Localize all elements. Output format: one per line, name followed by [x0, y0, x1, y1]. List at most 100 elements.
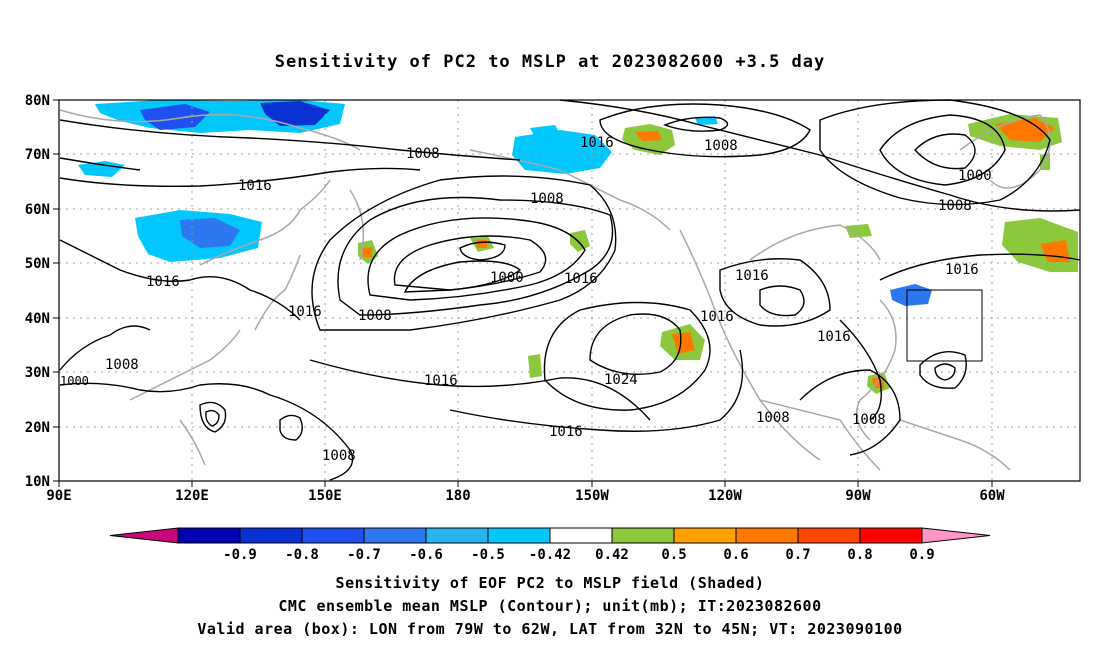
colorbar-tick-label: 0.5: [661, 547, 686, 563]
contour-1000-aleutian-inner: [459, 241, 506, 261]
contour-label: 1008: [704, 138, 738, 154]
positive-region-midpacific: [528, 354, 542, 378]
contour-label: 1000: [958, 168, 992, 184]
negative-core-china: [180, 218, 240, 248]
colorbar: [109, 527, 991, 544]
contour-1000-aleutian: [403, 260, 522, 293]
positive-core-greenland: [995, 118, 1055, 142]
negative-region-beaufort: [695, 116, 718, 125]
colorbar-bin: [549, 527, 613, 544]
colorbar-bin: [611, 527, 675, 544]
negative-region-alaska: [512, 130, 612, 174]
colorbar-tick-label: 0.6: [723, 547, 748, 563]
coastline-westcoast-na: [679, 229, 821, 461]
lat-label: 40N: [25, 311, 50, 327]
colorbar-tick-label: 0.42: [595, 547, 629, 563]
negative-region-alaska-north: [530, 125, 560, 137]
mslp-contours: [59, 99, 1081, 481]
contour-1000-greenland-inner: [914, 133, 976, 170]
contour-1020-atlantic-high: [919, 351, 967, 389]
coastline-greenland: [959, 114, 1051, 189]
colorbar-tick-label: -0.5: [471, 547, 505, 563]
coastline-hudson: [749, 224, 881, 261]
contour-label: 1016: [945, 262, 979, 278]
positive-core-bering: [476, 240, 487, 248]
contour-label: 1000: [60, 374, 89, 388]
lon-label: 120E: [175, 488, 209, 504]
contour-1016-west-asia: [59, 239, 301, 321]
colorbar-bin: [363, 527, 427, 544]
contour-label: 1016: [700, 309, 734, 325]
contour-1020-high-outer: [543, 301, 711, 411]
contour-1016-arctic-inner: [663, 116, 729, 132]
caption-contour: CMC ensemble mean MSLP (Contour); unit(m…: [278, 597, 822, 615]
contour-label: 1016: [424, 373, 458, 389]
contour-label: 1000: [490, 270, 524, 286]
coastline-mexico: [759, 399, 881, 471]
negative-region-newengland: [890, 284, 932, 306]
colorbar-bin: [425, 527, 489, 544]
coastline-caribbean: [899, 419, 1011, 471]
contour-1008-mexico: [799, 369, 901, 456]
colorbar-tick-label: 0.7: [785, 547, 810, 563]
contour-label: 1008: [406, 146, 440, 162]
contour-label: 1016: [564, 271, 598, 287]
positive-core-arctic: [635, 131, 662, 141]
contour-1000-greenland-low: [879, 114, 1006, 186]
lon-label: 60W: [979, 488, 1005, 504]
lon-label: 90W: [845, 488, 871, 504]
lon-label: 180: [445, 488, 470, 504]
colorbar-bin: [859, 527, 923, 544]
contour-1016-atlantic: [879, 253, 1081, 281]
sensitivity-shading: [78, 100, 1078, 394]
colorbar-labels: -0.9 -0.8 -0.7 -0.6 -0.5 -0.42 0.42 0.5 0.6 0.7 0.…: [223, 547, 935, 563]
lat-label: 20N: [25, 420, 50, 436]
lon-label: 150E: [308, 488, 342, 504]
contour-1008-greenland-outer: [819, 99, 1051, 206]
lat-label: 60N: [25, 202, 50, 218]
contour-label: 1008: [938, 198, 972, 214]
map-frame: [58, 99, 1081, 482]
lat-label: 80N: [25, 93, 50, 109]
contour-1008-aleutian-outer: [337, 196, 614, 316]
contour-label: 1016: [146, 274, 180, 290]
contour-1016-south-pacific: [449, 349, 744, 432]
gridlines: [59, 100, 1080, 481]
contour-1016-na-high: [719, 258, 831, 327]
positive-region-gulf-alaska: [570, 230, 590, 252]
contour-1024-atlantic-high: [934, 363, 956, 381]
contour-1008-india: [59, 325, 151, 371]
negative-region-okhotsk-north: [78, 161, 125, 177]
colorbar-tick-label: -0.8: [285, 547, 319, 563]
colorbar-bin: [735, 527, 799, 544]
contour-label: 1016: [580, 135, 614, 151]
colorbar-tick-label: 0.8: [847, 547, 872, 563]
colorbar-tick-label: -0.9: [223, 547, 257, 563]
coastlines: [59, 109, 1051, 471]
contour-1016-east-na: [839, 319, 882, 421]
contour-1016-pacific-high: [309, 359, 651, 421]
contour-1008-scs: [59, 382, 354, 481]
negative-core-siberia-west: [140, 104, 210, 130]
contour-label: 1024: [604, 372, 638, 388]
lon-label: 150W: [575, 488, 609, 504]
colorbar-tick-label: -0.42: [529, 547, 571, 563]
coastline-philippines: [179, 419, 206, 466]
coastline-japan: [254, 254, 301, 331]
lat-label: 30N: [25, 365, 50, 381]
lat-label: 10N: [25, 474, 50, 490]
contour-label: 1008: [105, 357, 139, 373]
contour-label: 1008: [530, 191, 564, 207]
lon-label: 90E: [46, 488, 71, 504]
colorbar-high-extend: [921, 527, 991, 544]
contour-label: 1008: [756, 410, 790, 426]
contour-1004-aleutian: [393, 235, 547, 291]
coastline-china-south: [129, 329, 241, 401]
colorbar-bin: [487, 527, 551, 544]
coastline-kamchatka: [349, 189, 365, 261]
contour-label: 1016: [549, 424, 583, 440]
contour-label: 1016: [238, 178, 272, 194]
contour-label: 1008: [358, 308, 392, 324]
contour-1016-north-asia: [59, 167, 421, 188]
